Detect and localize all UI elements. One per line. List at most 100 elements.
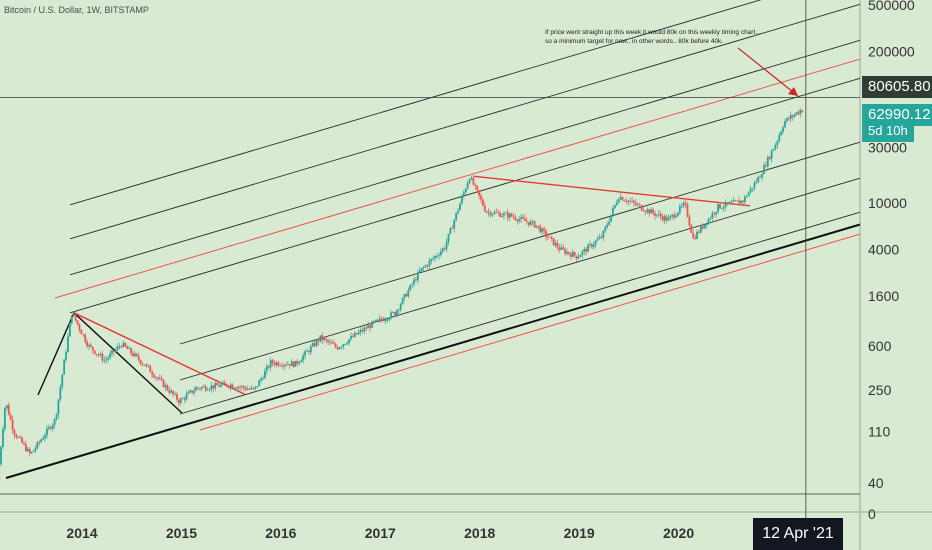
- candle-body: [499, 212, 502, 217]
- candle-body: [472, 177, 475, 185]
- candle-body: [669, 216, 672, 219]
- candle-body: [279, 365, 282, 367]
- candle-body: [70, 315, 73, 324]
- candle-body: [80, 329, 83, 335]
- candle-body: [357, 332, 360, 335]
- candle-body: [332, 343, 335, 345]
- candle-body: [290, 361, 293, 366]
- candle-body: [646, 209, 649, 212]
- candle-body: [596, 238, 599, 241]
- candle-body: [68, 323, 71, 337]
- candle-body: [30, 451, 33, 454]
- candle-body: [422, 267, 425, 269]
- candle-body: [428, 260, 431, 267]
- candle-body: [522, 217, 524, 219]
- candle-body: [780, 131, 783, 136]
- candle-body: [688, 216, 691, 226]
- candle-body: [346, 343, 349, 344]
- candle-body: [627, 200, 630, 202]
- candle-body: [548, 236, 551, 238]
- candle-body: [221, 382, 224, 385]
- candle-body: [436, 255, 438, 257]
- candle-body: [55, 414, 58, 419]
- candle-body: [286, 364, 289, 366]
- candle-body: [42, 438, 45, 440]
- candle-body: [768, 156, 771, 159]
- candle-body: [371, 321, 373, 328]
- candle-body: [311, 343, 314, 347]
- candle-body: [313, 343, 316, 346]
- candle-body: [610, 214, 612, 222]
- candle-body: [208, 389, 211, 391]
- candle-body: [49, 427, 52, 429]
- candle-body: [220, 384, 222, 387]
- candle-body: [72, 314, 75, 316]
- candle-body: [168, 389, 171, 393]
- candle-body: [78, 324, 81, 330]
- y-tick-label: 110: [868, 424, 891, 440]
- candle-body: [608, 221, 610, 225]
- candle-body: [730, 201, 733, 203]
- candle-body: [686, 204, 689, 217]
- candle-body: [552, 238, 555, 246]
- candle-body: [348, 339, 350, 344]
- candle-body: [369, 325, 371, 328]
- candle-body: [634, 202, 637, 205]
- candles-group: [0, 108, 804, 483]
- candle-body: [642, 210, 645, 212]
- candle-body: [235, 387, 238, 389]
- candle-body: [625, 200, 628, 202]
- candle-body: [195, 387, 197, 391]
- candle-body: [455, 212, 458, 221]
- candle-body: [231, 384, 234, 388]
- candle-body: [101, 354, 104, 361]
- candle-body: [365, 327, 368, 329]
- candle-body: [539, 226, 542, 233]
- candle-body: [355, 333, 358, 335]
- candle-body: [306, 350, 308, 352]
- candle-body: [432, 258, 435, 260]
- candle-body: [46, 428, 48, 436]
- candle-body: [244, 388, 247, 390]
- candle-body: [516, 219, 519, 222]
- candle-body: [784, 121, 786, 128]
- candle-body: [525, 220, 528, 222]
- candle-body: [424, 265, 427, 268]
- candle-body: [193, 390, 196, 393]
- candle-body: [460, 196, 463, 204]
- candle-body: [577, 256, 580, 259]
- candle-body: [378, 318, 381, 320]
- candle-body: [327, 340, 329, 342]
- candle-body: [462, 192, 465, 197]
- candle-body: [141, 363, 144, 365]
- candle-body: [91, 346, 94, 351]
- candle-body: [592, 244, 595, 247]
- candle-body: [160, 378, 163, 380]
- candle-body: [162, 379, 165, 388]
- candle-body: [200, 387, 203, 389]
- y-tick-label: 600: [868, 338, 892, 354]
- candle-body: [384, 319, 387, 322]
- candle-body: [95, 353, 98, 355]
- candle-body: [696, 231, 698, 239]
- candle-body: [288, 364, 291, 366]
- candle-body: [409, 284, 412, 291]
- y-tick-label: 200000: [868, 43, 915, 59]
- candle-body: [283, 364, 285, 367]
- candle-body: [558, 247, 561, 250]
- candle-body: [615, 202, 618, 205]
- candle-body: [103, 359, 106, 361]
- candle-body: [508, 213, 511, 218]
- candle-body: [678, 206, 681, 213]
- candle-body: [233, 387, 236, 389]
- candle-body: [44, 435, 46, 439]
- candle-body: [604, 227, 607, 231]
- candle-body: [118, 346, 121, 348]
- candle-body: [537, 225, 540, 227]
- candle-body: [191, 390, 194, 393]
- x-tick-label: 2020: [663, 525, 694, 541]
- candle-body: [158, 378, 161, 380]
- candle-body: [652, 209, 654, 214]
- candle-body: [116, 346, 119, 350]
